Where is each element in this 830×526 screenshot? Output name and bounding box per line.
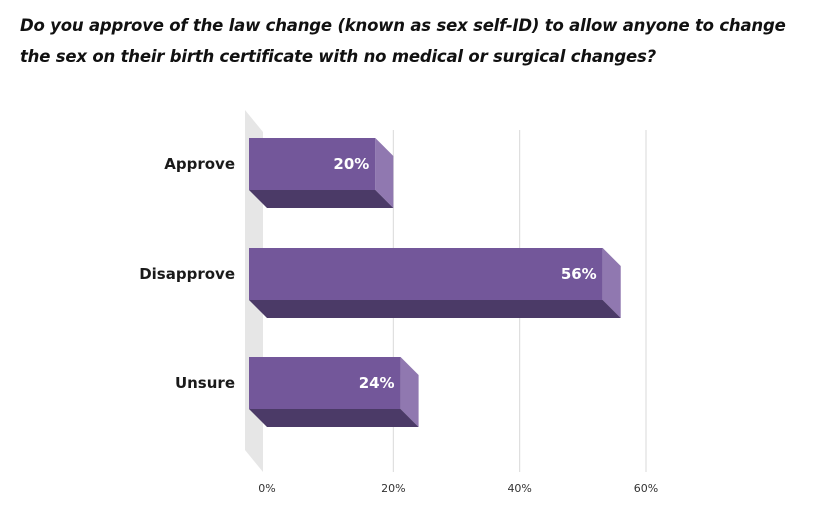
bar-side-approve <box>375 138 394 208</box>
data-label: 20% <box>333 155 369 173</box>
x-tick-label: 20% <box>381 482 405 495</box>
bar-disapprove <box>249 248 603 300</box>
x-tick-label: 40% <box>507 482 531 495</box>
bar-bottom-disapprove <box>249 300 621 318</box>
x-tick-label: 0% <box>258 482 275 495</box>
bar-bottom-approve <box>249 190 394 208</box>
data-label: 24% <box>359 374 395 392</box>
bar-bottom-unsure <box>249 409 419 427</box>
category-label: Disapprove <box>139 265 235 283</box>
x-tick-label: 60% <box>634 482 658 495</box>
data-label: 56% <box>561 265 597 283</box>
bar-side-disapprove <box>602 248 621 318</box>
bar-approve <box>249 138 376 190</box>
bar-side-unsure <box>400 357 419 427</box>
category-label: Unsure <box>175 374 235 392</box>
bar-unsure <box>249 357 401 409</box>
chart-title: Do you approve of the law change (known … <box>20 16 786 66</box>
category-label: Approve <box>164 155 235 173</box>
